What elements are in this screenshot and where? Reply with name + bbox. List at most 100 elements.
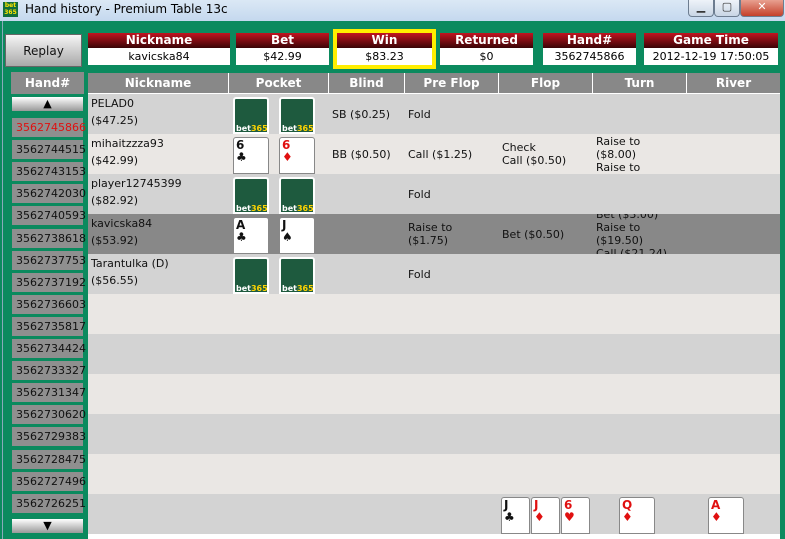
player-row[interactable]: Tarantulka (D) ($56.55) bet365 bet365 Fold — [88, 254, 780, 294]
action-text: Raise to ($40.74) — [596, 160, 643, 175]
cell-pocket: A ♣ J ♠ — [229, 214, 328, 254]
hand-list-item[interactable]: 3562736603 — [12, 294, 86, 314]
column-header-pocket[interactable]: Pocket — [229, 73, 328, 93]
column-header-river[interactable]: River — [687, 73, 780, 93]
empty-row — [88, 454, 780, 494]
cell-preflop: Raise to ($1.75) — [405, 214, 498, 254]
card-back-logo: bet365 — [282, 124, 314, 133]
cell-preflop: Call ($1.25) — [405, 134, 498, 174]
column-header-flop[interactable]: Flop — [499, 73, 592, 93]
cell-blind — [329, 214, 404, 254]
hand-list-item[interactable]: 3562735817 — [12, 316, 86, 336]
card-rank: J — [534, 498, 539, 512]
cell-preflop: Fold — [405, 254, 498, 294]
close-button[interactable]: ✕ — [740, 0, 784, 17]
cell-flop — [499, 174, 592, 214]
card-suit-icon: ♥ — [564, 510, 575, 524]
cell-name — [88, 494, 228, 534]
cell-turn: Q ♦ — [593, 494, 686, 534]
card-rank: 6 — [564, 498, 573, 512]
cell-pocket: bet365 bet365 — [229, 174, 328, 214]
player-row[interactable]: mihaitzzza93 ($42.99) 6 ♣ 6 ♦ BB ($0.50) Call (… — [88, 134, 780, 174]
hand-list-item[interactable]: 3562731347 — [12, 383, 86, 403]
hand-list-item[interactable]: 3562729383 — [12, 427, 86, 447]
hand-list-item[interactable]: 3562738618 — [12, 228, 86, 248]
column-header-turn[interactable]: Turn — [593, 73, 686, 93]
player-row[interactable]: player12745399 ($82.92) bet365 bet365 Fold — [88, 174, 780, 214]
window-title: Hand history - Premium Table 13c — [25, 2, 228, 16]
playing-card: 6 ♥ — [561, 497, 590, 534]
hand-list-item[interactable]: 3562742030 — [12, 184, 86, 204]
card-rank: J — [282, 218, 287, 232]
minimize-button[interactable]: ▁ — [688, 0, 714, 17]
replay-button[interactable]: Replay — [5, 34, 82, 67]
action-text: Call ($21.24) — [596, 247, 668, 254]
hand-list-item[interactable]: 3562726251 — [12, 493, 86, 513]
summary-label: Game Time — [644, 33, 778, 48]
cell-preflop — [405, 414, 498, 454]
hand-list-item[interactable]: 3562734424 — [12, 339, 86, 358]
player-row[interactable]: kavicska84 ($53.92) A ♣ J ♠ Raise to ($1.75) Be… — [88, 214, 780, 254]
player-stack: ($82.92) — [91, 194, 139, 207]
cell-blind — [329, 294, 404, 334]
cell-pocket — [229, 294, 328, 334]
action-text: Fold — [408, 267, 431, 281]
cell-name — [88, 454, 228, 494]
cell-river — [687, 414, 780, 454]
card-suit-icon: ♦ — [622, 510, 633, 524]
hand-list-item[interactable]: 3562730620 — [12, 405, 86, 425]
player-name: PELAD0 — [91, 97, 134, 110]
cell-blind — [329, 414, 404, 454]
card-back-logo: bet365 — [236, 124, 268, 133]
empty-row — [88, 294, 780, 334]
hand-list-header: Hand# — [11, 72, 84, 94]
playing-card: A ♣ — [233, 217, 269, 254]
maximize-button[interactable]: ▢ — [714, 0, 740, 17]
player-stack: ($53.92) — [91, 234, 139, 247]
scroll-up-button[interactable]: ▲ — [12, 97, 83, 111]
scroll-down-button[interactable]: ▼ — [12, 519, 83, 533]
summary-label: Returned — [440, 33, 533, 48]
card-rank: Q — [622, 498, 633, 512]
summary-hand: Hand# 3562745866 — [543, 33, 636, 65]
hand-list-item[interactable]: 3562745866 — [12, 118, 86, 137]
cell-name: mihaitzzza93 ($42.99) — [88, 134, 228, 174]
hand-list-item[interactable]: 3562728475 — [12, 449, 86, 469]
card-rank: J — [504, 498, 509, 512]
card-back: bet365 — [279, 177, 315, 214]
column-header-preflop[interactable]: Pre Flop — [405, 73, 498, 93]
column-header-blind[interactable]: Blind — [329, 73, 404, 93]
hand-list-item[interactable]: 3562737753 — [12, 250, 86, 270]
hand-list-item[interactable]: 3562737192 — [12, 272, 86, 292]
cell-preflop — [405, 454, 498, 494]
cell-preflop — [405, 494, 498, 534]
cell-blind — [329, 334, 404, 374]
action-text: Call ($0.50) — [502, 154, 567, 167]
cell-name: kavicska84 ($53.92) — [88, 214, 228, 254]
cell-turn — [593, 414, 686, 454]
cell-river — [687, 174, 780, 214]
cell-flop: Check Call ($0.50) — [499, 134, 592, 174]
action-text: Raise to ($19.50) — [596, 221, 644, 247]
column-header-nickname[interactable]: Nickname — [88, 73, 228, 93]
title-bar: bet 365 Hand history - Premium Table 13c … — [0, 0, 785, 21]
card-back: bet365 — [233, 257, 269, 294]
hand-list-item[interactable]: 3562733327 — [12, 361, 86, 381]
cell-preflop: Fold — [405, 174, 498, 214]
hand-list-item[interactable]: 3562744515 — [12, 140, 86, 160]
player-row[interactable]: PELAD0 ($47.25) bet365 bet365 SB ($0.25) Fold — [88, 94, 780, 134]
hand-list-item[interactable]: 3562740593 — [12, 206, 86, 226]
summary-label: Win — [337, 33, 432, 48]
cell-river — [687, 334, 780, 374]
cell-turn — [593, 254, 686, 294]
action-text: Fold — [408, 187, 431, 201]
hand-list-item[interactable]: 3562743153 — [12, 162, 86, 182]
cell-blind: SB ($0.25) — [329, 94, 404, 134]
card-rank: A — [236, 218, 246, 232]
player-name: mihaitzzza93 — [91, 137, 164, 150]
hand-list-item[interactable]: 3562727496 — [12, 471, 86, 491]
cell-name — [88, 294, 228, 334]
card-back-logo: bet365 — [282, 284, 314, 293]
summary-value: $0 — [479, 50, 494, 63]
playing-card: J ♦ — [531, 497, 560, 534]
